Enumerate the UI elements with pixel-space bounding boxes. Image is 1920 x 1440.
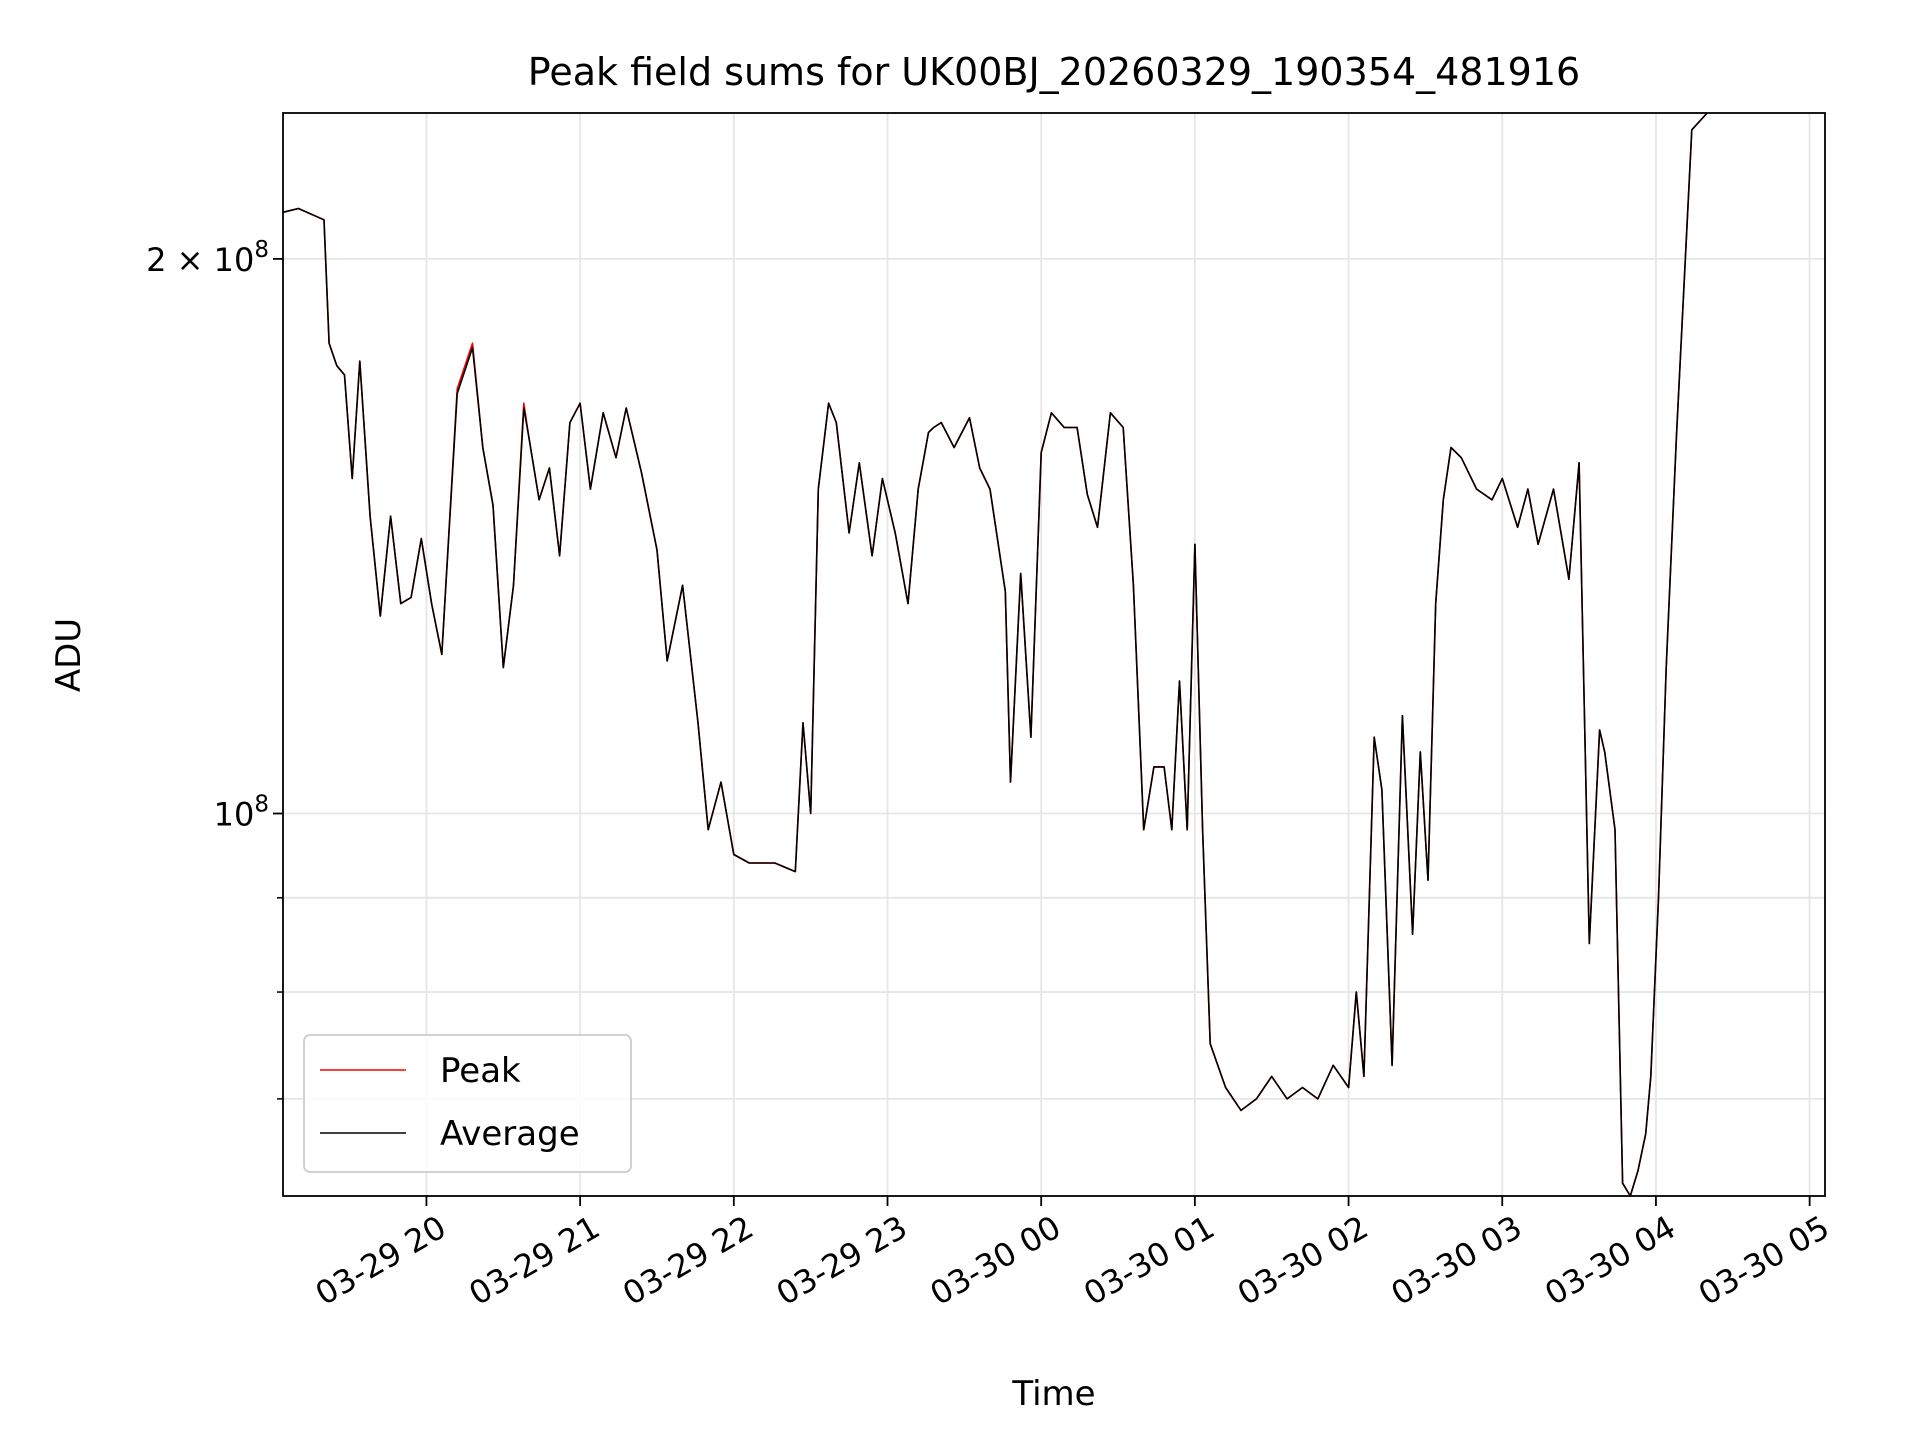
y-tick-label: 108 — [214, 792, 269, 834]
plot-frame — [282, 112, 1826, 1197]
y-axis-label: ADU — [49, 618, 89, 692]
chart-title: Peak field sums for UK00BJ_20260329_1903… — [528, 50, 1580, 94]
y-tick-label: 2 × 108 — [146, 237, 269, 279]
y-axis: 2 × 108 108 — [146, 237, 283, 1100]
legend: Peak Average — [303, 1034, 632, 1173]
series-line-average — [282, 112, 1708, 1197]
grid-lines — [283, 113, 1825, 1196]
x-axis-label: Time — [1011, 1374, 1095, 1414]
data-series — [282, 112, 1708, 1197]
legend-label-peak: Peak — [440, 1051, 521, 1091]
legend-label-average: Average — [440, 1114, 580, 1154]
